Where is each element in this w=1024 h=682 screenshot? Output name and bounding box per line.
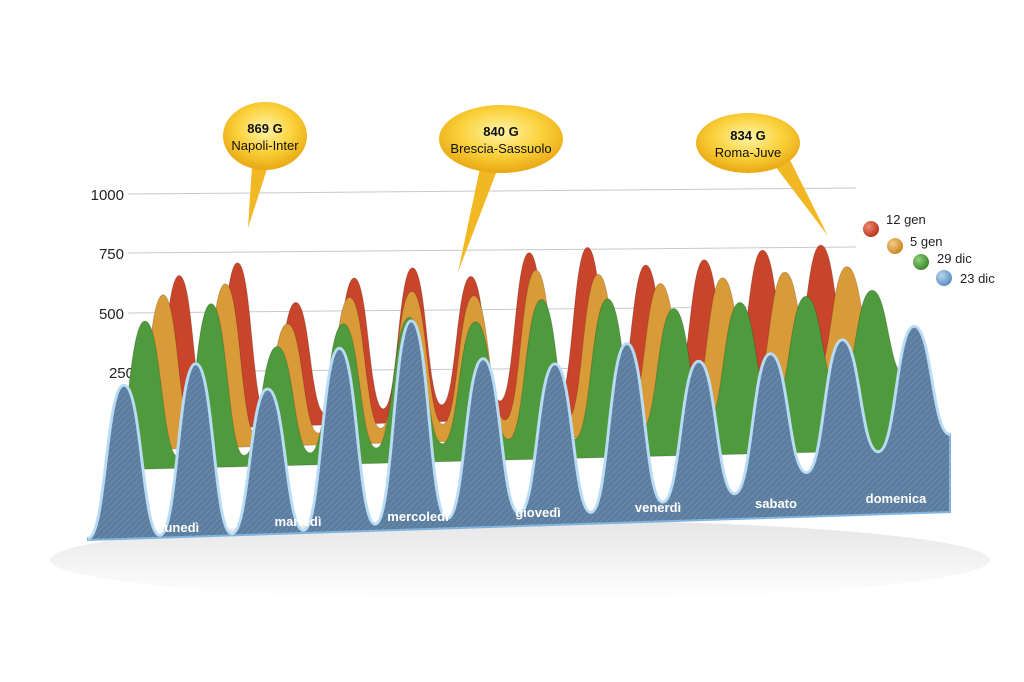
- callout-napoli-inter: 869 G Napoli-Inter: [223, 102, 307, 228]
- day-label: giovedì: [515, 505, 561, 520]
- legend-label: 5 gen: [910, 234, 943, 249]
- gridline-1000: [127, 187, 857, 195]
- legend-dot-5-gen: [887, 238, 903, 254]
- day-label: domenica: [866, 491, 927, 506]
- floor-shadow: [50, 520, 990, 600]
- front-ridge-highlight: [87, 319, 951, 540]
- legend: 12 gen 5 gen 29 dic 23 dic: [863, 212, 995, 286]
- day-label: martedì: [275, 514, 322, 529]
- legend-label: 12 gen: [886, 212, 926, 227]
- ytick-label: 750: [99, 246, 124, 263]
- ytick-label: 500: [99, 306, 124, 323]
- callout-value: 869 G: [247, 121, 282, 136]
- day-label: sabato: [755, 496, 797, 511]
- callout-roma-juve: 834 G Roma-Juve: [696, 113, 828, 236]
- callout-value: 834 G: [730, 128, 765, 143]
- callout-bubble: [696, 113, 800, 173]
- callout-pointer: [458, 168, 498, 272]
- gridline-750: [127, 246, 857, 254]
- day-label: mercoledì: [387, 509, 448, 524]
- legend-label: 29 dic: [937, 251, 972, 266]
- x-axis-days: lunedì martedì mercoledì giovedì venerdì…: [161, 491, 927, 535]
- callout-match: Roma-Juve: [715, 145, 781, 160]
- callout-value: 840 G: [483, 124, 518, 139]
- callout-match: Brescia-Sassuolo: [450, 141, 551, 156]
- series-ridges: [87, 244, 951, 542]
- callout-bubble: [223, 102, 307, 170]
- legend-dot-12-gen: [863, 221, 879, 237]
- ytick-label: 250: [109, 365, 134, 382]
- callout-bubble: [439, 105, 563, 173]
- callout-pointer: [248, 166, 268, 228]
- front-ridge-texture: [88, 320, 950, 540]
- callout-brescia-sassuolo: 840 G Brescia-Sassuolo: [439, 105, 563, 272]
- ytick-label: 1000: [91, 187, 124, 204]
- day-label: lunedì: [161, 520, 199, 535]
- y-axis: 1000 750 500 250: [91, 187, 134, 382]
- legend-label: 23 dic: [960, 271, 995, 286]
- day-label: venerdì: [635, 500, 681, 515]
- callout-pointer: [772, 160, 828, 236]
- legend-dot-23-dic: [936, 270, 952, 286]
- callout-match: Napoli-Inter: [231, 138, 299, 153]
- legend-dot-29-dic: [913, 254, 929, 270]
